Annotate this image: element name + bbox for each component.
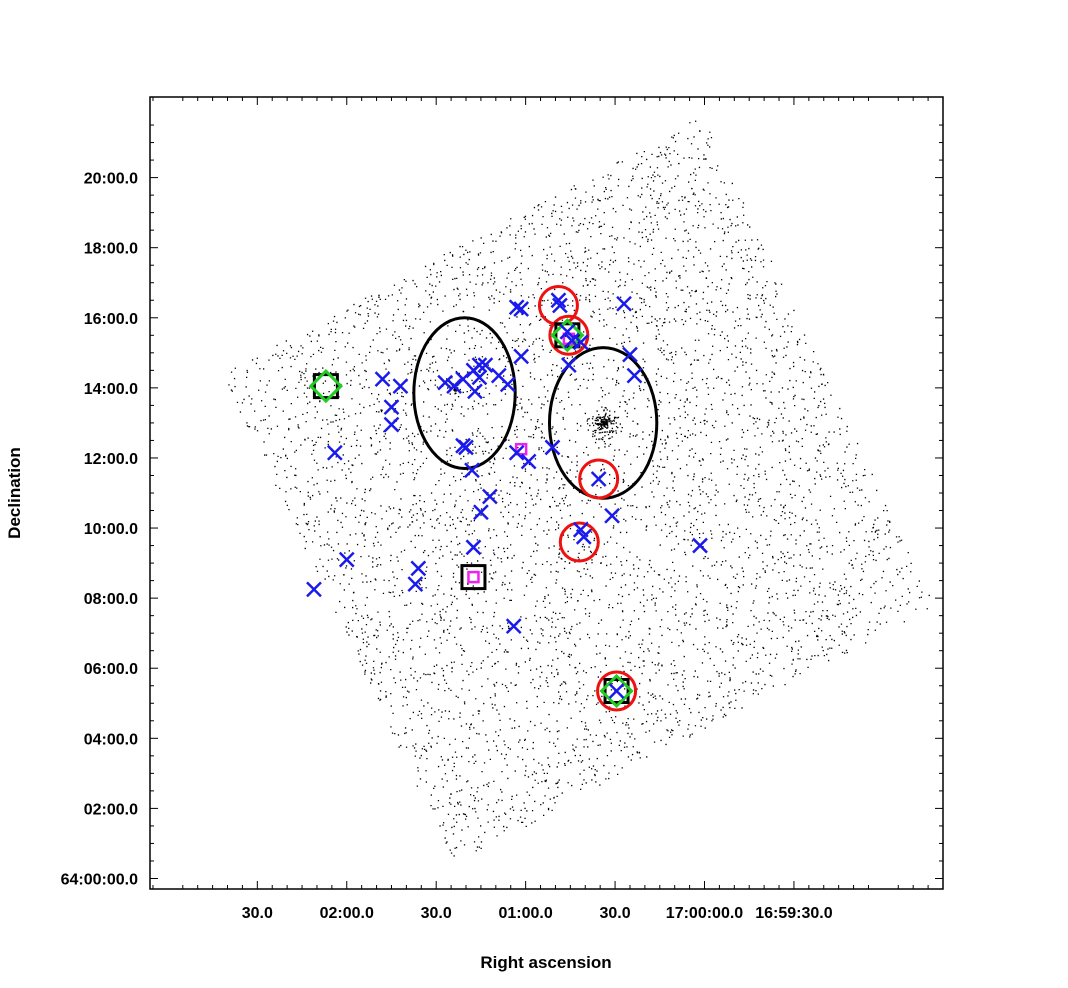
blue-x-marker bbox=[392, 378, 409, 394]
blue-x-marker bbox=[590, 471, 607, 487]
blue-x-marker bbox=[464, 462, 480, 479]
x-tick-label: 16:59:30.0 bbox=[755, 905, 832, 922]
blue-x-marker bbox=[306, 581, 322, 598]
y-tick-label: 12:00.0 bbox=[84, 451, 138, 468]
x-tick-label: 01:00.0 bbox=[498, 905, 552, 922]
blue-x-marker bbox=[471, 369, 488, 386]
blue-x-marker bbox=[608, 683, 625, 699]
blue-x-marker bbox=[508, 299, 525, 316]
black-square-marker bbox=[312, 373, 339, 400]
blue-x-marker bbox=[338, 551, 355, 568]
blue-x-marker bbox=[458, 439, 474, 456]
blue-x-marker bbox=[572, 334, 589, 351]
blue-x-marker bbox=[550, 292, 567, 309]
magenta-square-marker bbox=[467, 570, 480, 584]
blue-x-marker bbox=[471, 357, 488, 373]
green-diamond-marker bbox=[550, 318, 585, 353]
blue-x-marker bbox=[499, 376, 516, 393]
y-tick-label: 14:00.0 bbox=[84, 381, 138, 398]
y-tick-label: 10:00.0 bbox=[84, 521, 138, 538]
x-tick-label: 02:00.0 bbox=[320, 905, 374, 922]
x-tick-labels: 30.0 02:00.0 30.0 01:00.0 30.0 17:00:00.0 16:5… bbox=[242, 905, 833, 922]
red-circle-marker bbox=[558, 521, 600, 563]
blue-x-marker bbox=[410, 560, 427, 577]
blue-x-marker bbox=[552, 297, 568, 314]
red-circle-marker bbox=[548, 314, 590, 356]
y-tick-label: 20:00.0 bbox=[84, 171, 138, 188]
blue-x-marker bbox=[560, 357, 577, 373]
blue-x-marker bbox=[575, 528, 592, 545]
blue-x-marker bbox=[559, 323, 576, 340]
x-tick-label: 30.0 bbox=[421, 905, 452, 922]
x-tick-label: 17:00:00.0 bbox=[666, 905, 743, 922]
black-square-marker bbox=[460, 564, 487, 591]
blue-x-marker bbox=[616, 295, 632, 312]
x-tick-label: 30.0 bbox=[599, 905, 630, 922]
blue-x-marker bbox=[622, 346, 638, 363]
green-diamond-marker bbox=[308, 368, 344, 404]
red-circle-marker bbox=[578, 458, 620, 500]
blue-x-marker bbox=[481, 488, 498, 505]
blue-x-marker bbox=[446, 378, 462, 394]
blue-x-marker bbox=[437, 374, 454, 391]
black-square-marker bbox=[554, 322, 581, 349]
magenta-square-marker bbox=[514, 442, 528, 456]
blue-x-marker bbox=[513, 301, 530, 317]
blue-x-marker bbox=[477, 357, 494, 373]
y-tick-label: 04:00.0 bbox=[84, 731, 138, 748]
extraction-ellipse bbox=[412, 316, 517, 470]
blue-x-marker bbox=[465, 539, 482, 556]
blue-x-marker bbox=[467, 383, 483, 400]
blue-x-marker bbox=[326, 444, 343, 461]
blue-x-marker bbox=[626, 367, 643, 384]
y-tick-label: 06:00.0 bbox=[84, 661, 138, 678]
y-tick-labels: 64:00:00.0 02:00.0 04:00.0 06:00.0 08:00.0 10… bbox=[61, 171, 138, 889]
axis-ticks bbox=[150, 97, 944, 889]
y-tick-label: 64:00:00.0 bbox=[61, 871, 138, 888]
y-tick-label: 16:00.0 bbox=[84, 311, 138, 328]
blue-x-marker bbox=[383, 416, 400, 433]
blue-x-marker bbox=[383, 399, 400, 416]
y-tick-label: 02:00.0 bbox=[84, 801, 138, 818]
red-circle-marker bbox=[596, 670, 638, 712]
blue-x-marker bbox=[473, 504, 489, 521]
y-axis-title: Declination bbox=[5, 447, 24, 539]
blue-x-marker bbox=[692, 537, 708, 554]
x-tick-label: 30.0 bbox=[242, 905, 273, 922]
y-tick-label: 08:00.0 bbox=[84, 591, 138, 608]
blue-x-marker bbox=[544, 439, 561, 456]
blue-x-marker bbox=[508, 444, 525, 461]
blue-x-marker bbox=[604, 507, 620, 524]
source-markers bbox=[306, 285, 708, 712]
blue-x-marker bbox=[505, 618, 522, 635]
blue-x-marker bbox=[407, 576, 424, 592]
blue-x-marker bbox=[520, 453, 537, 470]
x-axis-title: Right ascension bbox=[480, 953, 611, 972]
blue-x-marker bbox=[374, 371, 391, 387]
blue-x-marker bbox=[513, 348, 530, 365]
black-square-marker bbox=[603, 678, 630, 704]
green-diamond-marker bbox=[599, 673, 634, 709]
y-tick-label: 18:00.0 bbox=[84, 241, 138, 258]
